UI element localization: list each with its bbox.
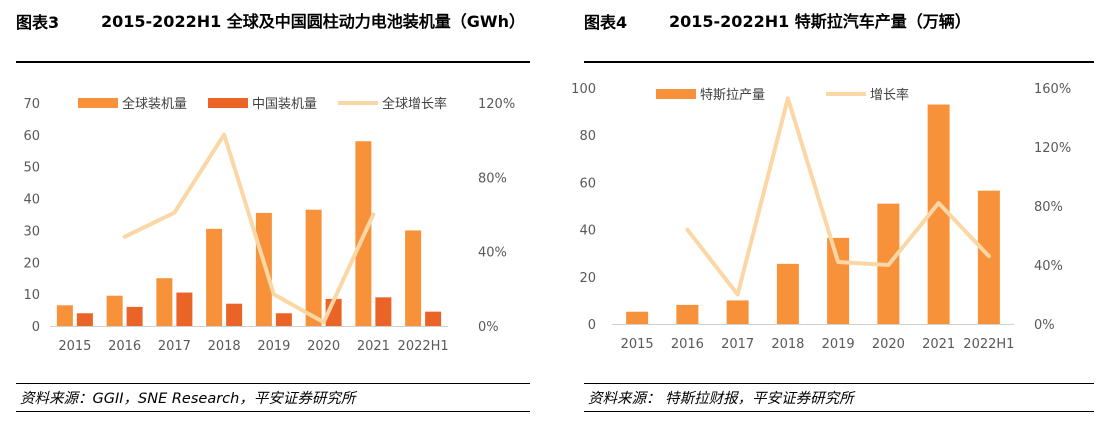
legend-swatch	[656, 89, 696, 99]
y-right-tick-label: 0%	[1034, 318, 1055, 333]
figure-title: 2015-2022H1 全球及中国圆柱动力电池装机量（GWh）	[101, 12, 525, 31]
figure-number: 图表3	[16, 13, 60, 32]
x-tick-label: 2020	[307, 339, 340, 354]
x-tick-label: 2016	[108, 339, 141, 354]
y-left-tick-label: 60	[579, 176, 596, 191]
y-right-tick-label: 120%	[1034, 141, 1071, 156]
y-left-tick-label: 10	[23, 288, 40, 303]
figure-number: 图表4	[584, 13, 628, 32]
x-tick-label: 2018	[208, 339, 241, 354]
y-right-tick-label: 0%	[478, 320, 499, 335]
x-tick-label: 2019	[822, 337, 855, 352]
x-tick-label: 2015	[621, 337, 654, 352]
bar	[776, 263, 799, 324]
bar	[255, 212, 272, 326]
bar	[206, 228, 223, 326]
x-tick-label: 2019	[257, 339, 290, 354]
bar	[275, 313, 292, 326]
source-divider	[584, 383, 1094, 384]
y-left-tick-label: 100	[571, 82, 596, 97]
bar	[176, 292, 193, 326]
title-divider	[584, 61, 1094, 63]
bar	[126, 306, 143, 326]
legend-label: 全球装机量	[122, 96, 187, 112]
figure-title-row: 图表4 2015-2022H1 特斯拉汽车产量（万辆）	[584, 6, 1095, 62]
x-tick-label: 2018	[771, 337, 804, 352]
y-left-tick-label: 20	[579, 271, 596, 286]
bar	[76, 313, 93, 326]
bottom-divider	[16, 411, 530, 412]
bar	[827, 237, 850, 324]
x-tick-label: 2021	[357, 339, 390, 354]
y-left-tick-label: 80	[579, 129, 596, 144]
bottom-divider	[584, 411, 1094, 412]
bar	[626, 311, 649, 324]
y-left-tick-label: 70	[23, 97, 40, 112]
source-divider	[16, 383, 530, 384]
y-right-tick-label: 80%	[1034, 200, 1063, 215]
x-tick-label: 2021	[922, 337, 955, 352]
y-left-tick-label: 40	[579, 224, 596, 239]
bar	[56, 305, 73, 326]
y-right-tick-label: 160%	[1034, 82, 1071, 97]
figure-panel-left: 图表3 2015-2022H1 全球及中国圆柱动力电池装机量（GWh） 0 10 2…	[0, 0, 530, 442]
legend-label: 全球增长率	[382, 96, 447, 112]
legend-label: 特斯拉产量	[700, 88, 765, 103]
y-left-tick-label: 20	[23, 256, 40, 271]
y-left-tick-label: 50	[23, 161, 40, 176]
bar	[305, 209, 322, 326]
bar	[726, 300, 749, 324]
source-note: 资料来源： 特斯拉财报，平安证券研究所	[588, 391, 854, 407]
figure-title: 2015-2022H1 特斯拉汽车产量（万辆）	[669, 12, 971, 31]
x-tick-label: 2022H1	[398, 339, 449, 354]
y-right-tick-label: 120%	[478, 97, 515, 112]
figure-panel-right: 图表4 2015-2022H1 特斯拉汽车产量（万辆） 0 20 40 60 80 100…	[568, 0, 1105, 442]
y-left-tick-label: 60	[23, 129, 40, 144]
bar	[676, 304, 699, 324]
x-tick-label: 2016	[671, 337, 704, 352]
legend-label: 中国装机量	[252, 97, 317, 112]
bar	[156, 278, 173, 326]
figure-title-row: 图表3 2015-2022H1 全球及中国圆柱动力电池装机量（GWh）	[16, 6, 525, 62]
line-series	[122, 132, 376, 325]
legend-swatch	[208, 98, 248, 108]
chart-left: 0 10 20 30 40 50 60 70 0% 40% 80% 120% 2015 2016 2017 2…	[23, 96, 515, 354]
y-left-tick-label: 0	[588, 318, 596, 333]
bar	[927, 104, 950, 324]
title-divider	[16, 61, 530, 63]
x-tick-label: 2022H1	[963, 337, 1014, 352]
bar	[226, 303, 243, 326]
legend-swatch	[78, 98, 118, 108]
bar	[375, 297, 392, 326]
x-tick-label: 2017	[721, 337, 754, 352]
y-left-tick-label: 0	[32, 320, 40, 335]
legend-label: 增长率	[870, 87, 909, 103]
bar	[106, 295, 123, 326]
y-left-tick-label: 40	[23, 193, 40, 208]
line-series	[685, 96, 991, 297]
source-note: 资料来源：GGII，SNE Research，平安证券研究所	[20, 391, 356, 407]
chart-right: 0 20 40 60 80 100 0% 40% 80% 120% 160% 2015 2016 2017…	[571, 82, 1071, 352]
x-tick-label: 2020	[872, 337, 905, 352]
x-tick-label: 2015	[58, 339, 91, 354]
y-right-tick-label: 40%	[478, 246, 507, 261]
x-tick-label: 2017	[158, 339, 191, 354]
y-right-tick-label: 80%	[478, 171, 507, 186]
y-right-tick-label: 40%	[1034, 259, 1063, 274]
bar	[425, 311, 442, 326]
bar	[405, 230, 422, 326]
y-left-tick-label: 30	[23, 224, 40, 239]
